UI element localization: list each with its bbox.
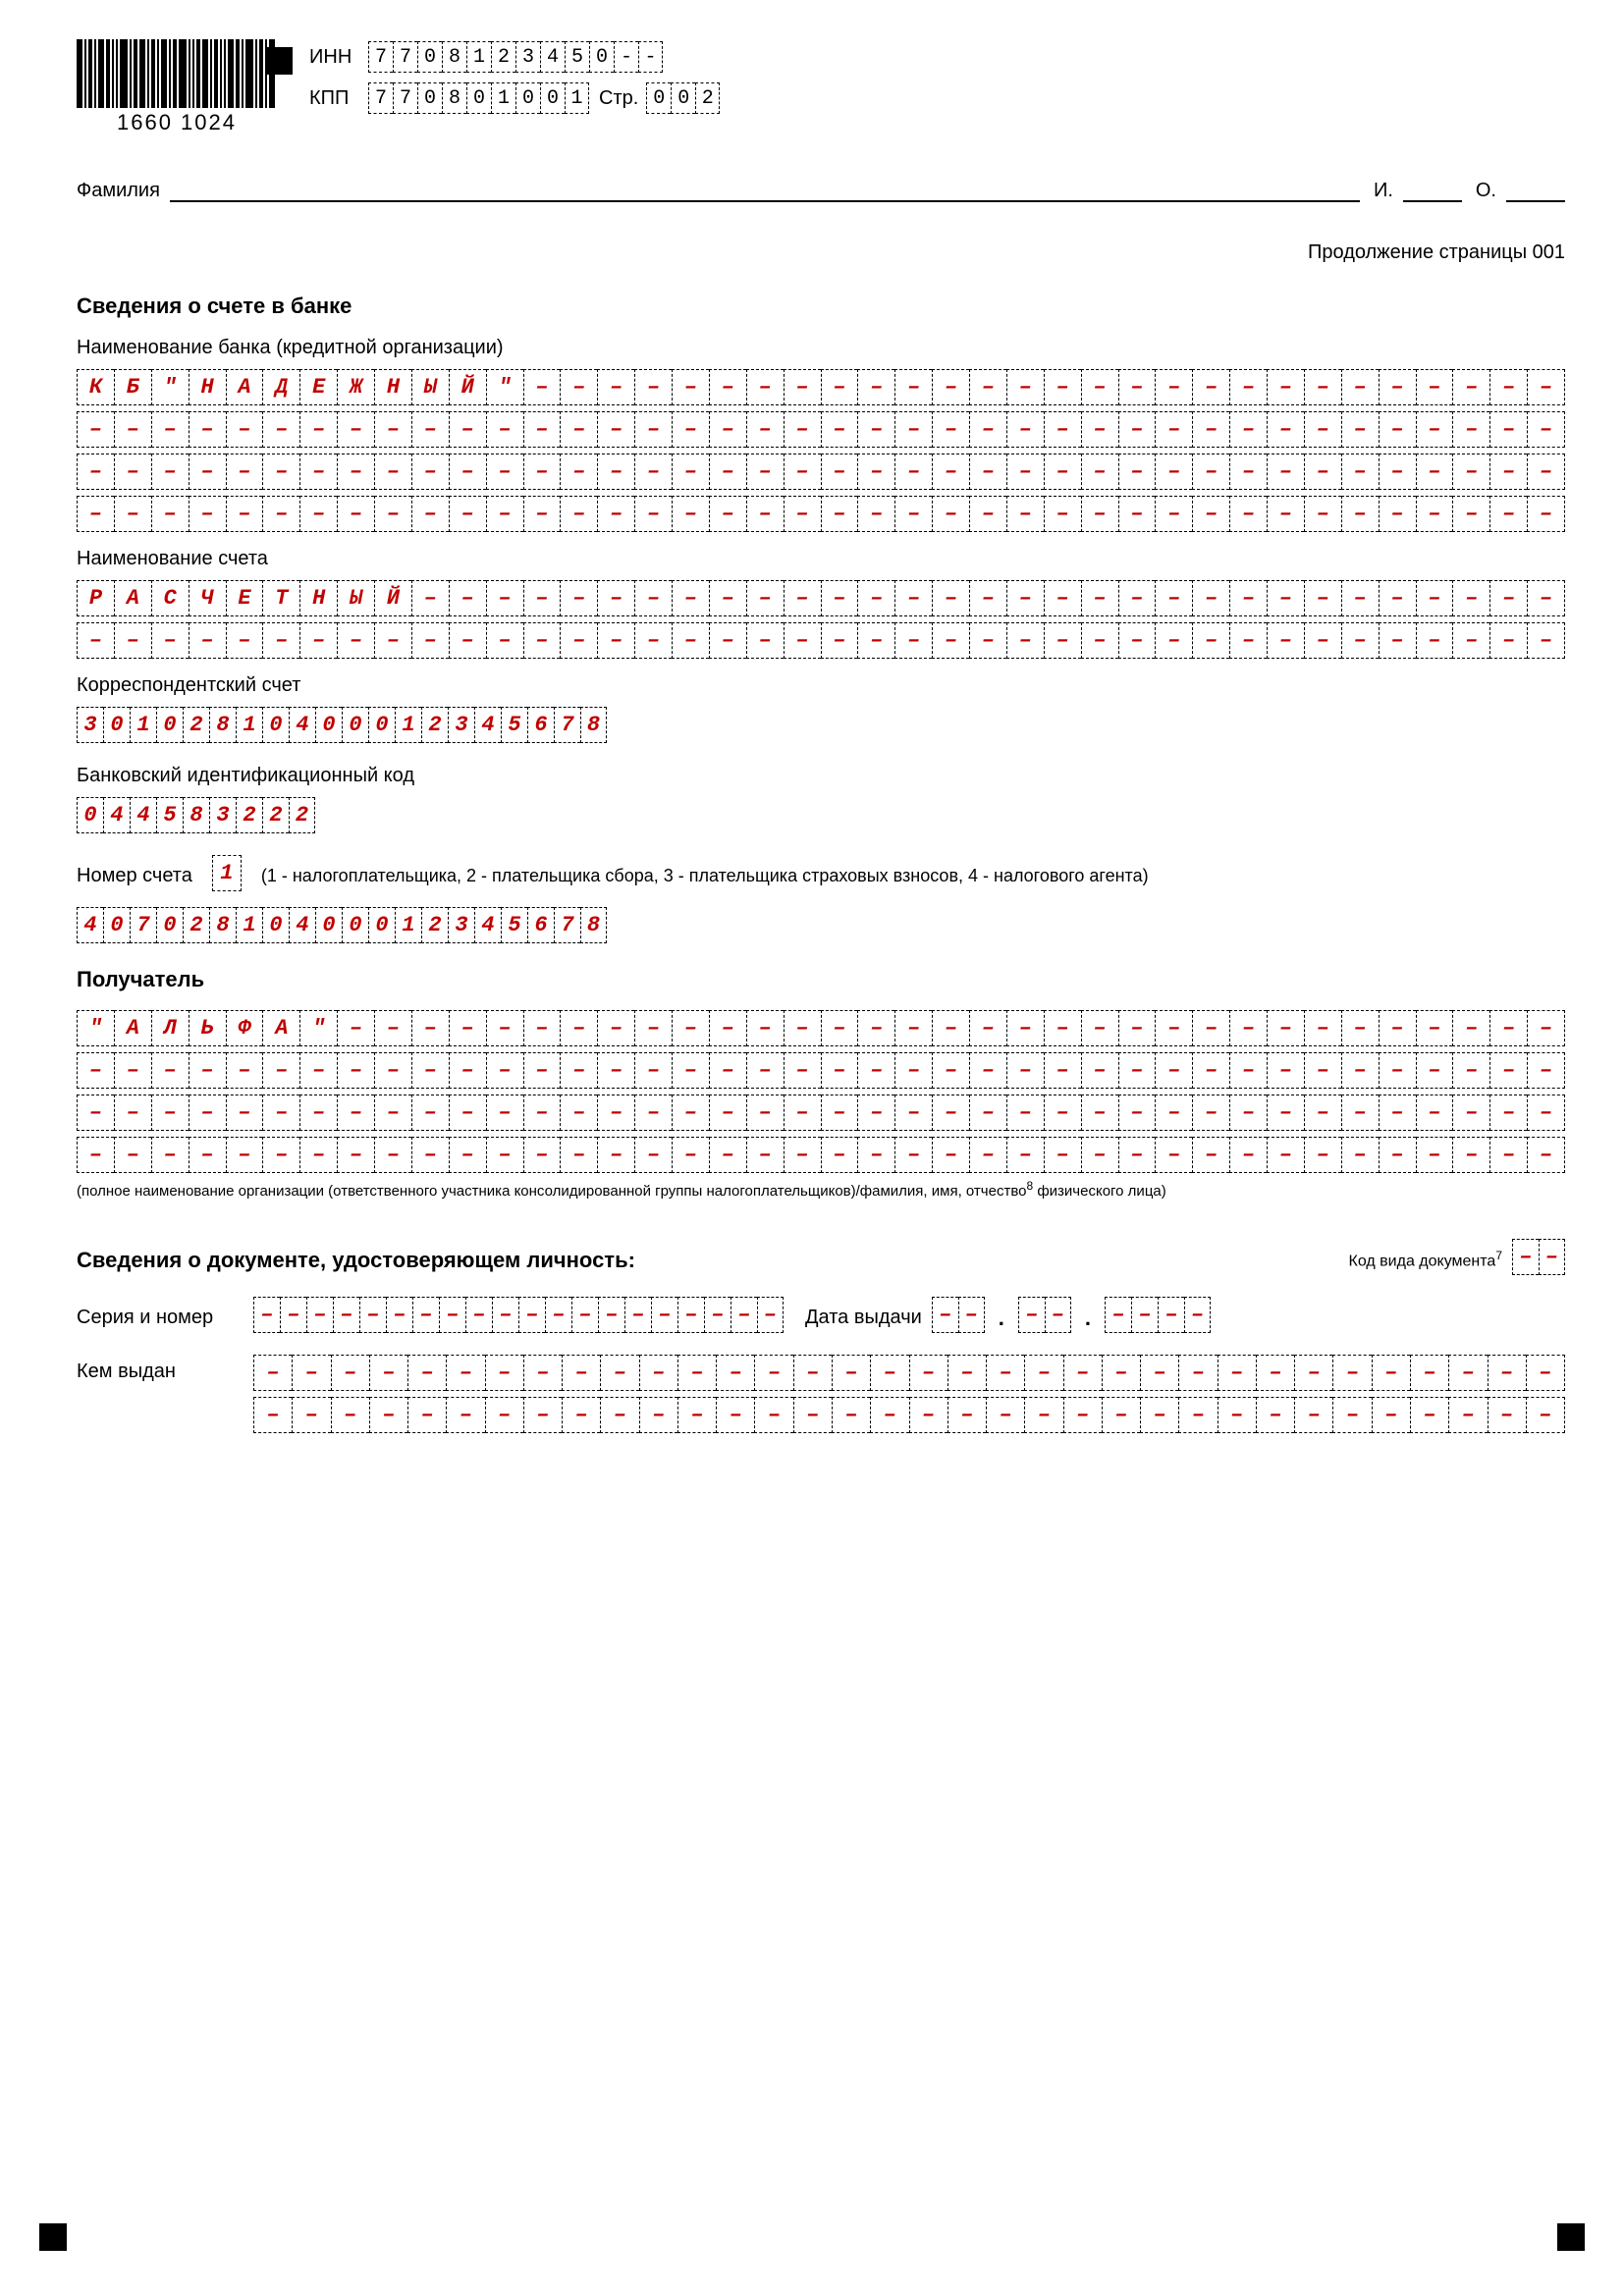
form-page: 1660 1024 ИНН 7708123450-- КПП 770801001… xyxy=(0,0,1624,2296)
initial-o-label: О. xyxy=(1476,180,1496,202)
kpp-label: КПП xyxy=(309,87,368,110)
account-type-field[interactable]: 1 xyxy=(212,855,242,897)
acct-type-hint: (1 - налогоплательщика, 2 - плательщика … xyxy=(261,866,1149,886)
initial-o-input[interactable] xyxy=(1506,177,1565,202)
serial-number-field[interactable]: –––––––––––––––––––– xyxy=(253,1297,784,1339)
account-number-field[interactable]: 40702810400012345678 xyxy=(77,907,1565,949)
page-number-field: 002 xyxy=(646,82,720,114)
surname-label: Фамилия xyxy=(77,180,160,202)
alignment-marker-bottom-left xyxy=(39,2223,67,2251)
recipient-footnote: (полное наименование организации (ответс… xyxy=(77,1179,1565,1200)
date-dot-1: . xyxy=(999,1306,1004,1331)
barcode: 1660 1024 xyxy=(77,39,277,135)
bank-name-label: Наименование банка (кредитной организаци… xyxy=(77,337,1565,359)
barcode-number: 1660 1024 xyxy=(77,110,277,135)
issue-date-year-field[interactable]: –––– xyxy=(1105,1297,1211,1339)
kpp-field[interactable]: 770801001 xyxy=(368,82,589,114)
issued-by-field[interactable]: ––––––––––––––––––––––––––––––––––––––––… xyxy=(253,1355,1565,1439)
account-name-label: Наименование счета xyxy=(77,548,1565,570)
issue-date-month-field[interactable]: –– xyxy=(1018,1297,1071,1339)
recipient-title: Получатель xyxy=(77,967,1565,992)
inn-label: ИНН xyxy=(309,46,368,69)
acct-num-label: Номер счета xyxy=(77,865,192,887)
surname-input[interactable] xyxy=(170,177,1360,202)
initial-i-input[interactable] xyxy=(1403,177,1462,202)
issue-date-label: Дата выдачи xyxy=(805,1307,922,1329)
section-bank-title: Сведения о счете в банке xyxy=(77,294,1565,319)
corr-label: Корреспондентский счет xyxy=(77,674,1565,697)
alignment-marker-top xyxy=(265,47,293,75)
doc-code-label: Код вида документа7 xyxy=(1349,1249,1502,1270)
serial-label: Серия и номер xyxy=(77,1307,244,1329)
continuation-note: Продолжение страницы 001 xyxy=(77,241,1565,264)
name-line: Фамилия И. О. xyxy=(77,177,1565,202)
issue-date-day-field[interactable]: –– xyxy=(932,1297,985,1339)
bank-name-field[interactable]: КБ"НАДЕЖНЫЙ"––––––––––––––––––––––––––––… xyxy=(77,369,1565,532)
bik-label: Банковский идентификационный код xyxy=(77,765,1565,787)
doc-code-field[interactable]: –– xyxy=(1512,1239,1565,1281)
corr-account-field[interactable]: 30102810400012345678 xyxy=(77,707,1565,749)
date-dot-2: . xyxy=(1085,1306,1091,1331)
header-ids: ИНН 7708123450-- КПП 770801001 Стр. 002 xyxy=(309,41,720,124)
initial-i-label: И. xyxy=(1374,180,1393,202)
page-label: Стр. xyxy=(599,87,638,110)
recipient-field[interactable]: "АЛЬФА"–––––––––––––––––––––––––––––––––… xyxy=(77,1010,1565,1173)
inn-field[interactable]: 7708123450-- xyxy=(368,41,663,73)
bik-field[interactable]: 044583222 xyxy=(77,797,1565,839)
issued-by-label: Кем выдан xyxy=(77,1355,244,1383)
account-name-field[interactable]: РАСЧЕТНЫЙ–––––––––––––––––––––––––––––––… xyxy=(77,580,1565,659)
alignment-marker-bottom-right xyxy=(1557,2223,1585,2251)
doc-section-title: Сведения о документе, удостоверяющем лич… xyxy=(77,1248,635,1273)
